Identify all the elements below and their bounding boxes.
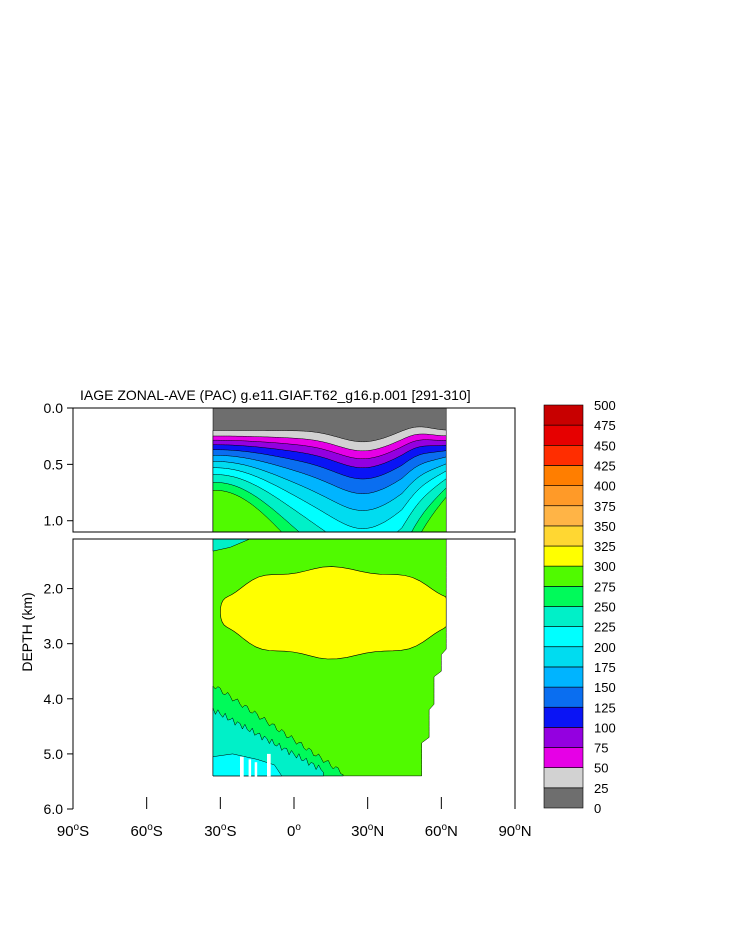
colorbar-swatch — [543, 666, 584, 688]
colorbar-label: 500 — [594, 398, 616, 413]
lower-region-200-225 — [212, 753, 283, 777]
lower-y-axis: 2.0 3.0 4.0 5.0 6.0 — [44, 581, 73, 817]
colorbar-swatch — [543, 686, 584, 708]
colorbar-label: 425 — [594, 459, 616, 474]
colorbar-swatch — [543, 404, 584, 426]
colorbar-swatch — [543, 586, 584, 607]
colorbar-swatch — [543, 747, 584, 768]
y-tick-label: 1.0 — [44, 513, 64, 529]
colorbar-label: 350 — [594, 519, 616, 534]
chart-title: IAGE ZONAL-AVE (PAC) g.e11.GIAF.T62_g16.… — [80, 387, 471, 403]
x-axis: 90oS 60oS 30oS 0o 30oN 60oN 90oN — [57, 797, 532, 840]
colorbar-label: 125 — [594, 700, 616, 715]
colorbar-swatch — [543, 565, 584, 587]
lower-region-225-250 — [212, 539, 250, 552]
colorbar: 0 25 50 75 100 125 150 175 200 225 250 275 300 325 350… — [543, 398, 616, 816]
colorbar-label: 300 — [594, 559, 616, 574]
colorbar-label: 225 — [594, 620, 616, 635]
colorbar-label: 25 — [594, 781, 608, 796]
upper-panel: 0.0 0.5 1.0 — [44, 400, 516, 533]
colorbar-swatch — [543, 626, 584, 647]
missing-data-notch — [254, 762, 258, 777]
colorbar-label: 325 — [594, 539, 616, 554]
x-tick-label: 0o — [287, 822, 301, 840]
colorbar-label: 200 — [594, 640, 616, 655]
upper-contour-band — [212, 482, 447, 532]
colorbar-swatch — [543, 646, 584, 668]
x-tick-label: 90oN — [498, 822, 531, 840]
x-tick-label: 60oN — [425, 822, 458, 840]
colorbar-label: 375 — [594, 499, 616, 514]
upper-contour-band — [212, 490, 447, 532]
colorbar-label: 150 — [594, 680, 616, 695]
x-tick-label: 30oS — [204, 822, 236, 840]
colorbar-label: 175 — [594, 660, 616, 675]
colorbar-label: 475 — [594, 418, 616, 433]
missing-data-notch — [267, 753, 271, 777]
colorbar-swatch — [543, 706, 584, 728]
colorbar-label: 275 — [594, 579, 616, 594]
y-tick-label: 2.0 — [44, 581, 64, 597]
y-tick-label: 4.0 — [44, 691, 64, 707]
y-tick-label: 5.0 — [44, 746, 64, 762]
lower-panel-frame — [72, 538, 516, 809]
upper-panel-contours — [212, 408, 447, 532]
y-tick-label: 0.5 — [44, 456, 64, 472]
colorbar-swatch — [543, 767, 584, 789]
colorbar-label: 400 — [594, 479, 616, 494]
colorbar-label: 0 — [594, 801, 601, 816]
colorbar-label: 250 — [594, 600, 616, 615]
upper-panel-frame — [72, 407, 516, 533]
colorbar-label: 450 — [594, 438, 616, 453]
colorbar-swatch — [543, 465, 584, 486]
lower-panel-contours — [212, 539, 447, 777]
colorbar-swatch — [543, 444, 584, 466]
lower-panel: 2.0 3.0 4.0 5.0 6.0 — [44, 538, 516, 817]
colorbar-label: 50 — [594, 761, 608, 776]
colorbar-swatch — [543, 505, 584, 527]
missing-data-notch — [240, 756, 244, 777]
colorbar-swatch — [543, 424, 584, 446]
missing-data-notch — [248, 759, 252, 777]
y-tick-label: 0.0 — [44, 400, 64, 416]
colorbar-swatch — [543, 606, 584, 627]
x-tick-label: 90oS — [57, 822, 89, 840]
x-tick-label: 60oS — [131, 822, 163, 840]
y-tick-label: 3.0 — [44, 636, 64, 652]
colorbar-swatch — [543, 485, 584, 507]
colorbar-swatch — [543, 727, 584, 748]
upper-y-axis: 0.0 0.5 1.0 — [44, 400, 73, 529]
y-tick-label: 6.0 — [44, 801, 64, 817]
y-axis-label: DEPTH (km) — [19, 592, 35, 671]
lower-region-300-325 — [220, 566, 447, 660]
colorbar-label: 75 — [594, 741, 608, 756]
colorbar-label: 100 — [594, 720, 616, 735]
x-tick-label: 30oN — [351, 822, 384, 840]
colorbar-swatch — [543, 525, 584, 547]
colorbar-swatch — [543, 545, 584, 567]
colorbar-swatch — [543, 787, 584, 809]
